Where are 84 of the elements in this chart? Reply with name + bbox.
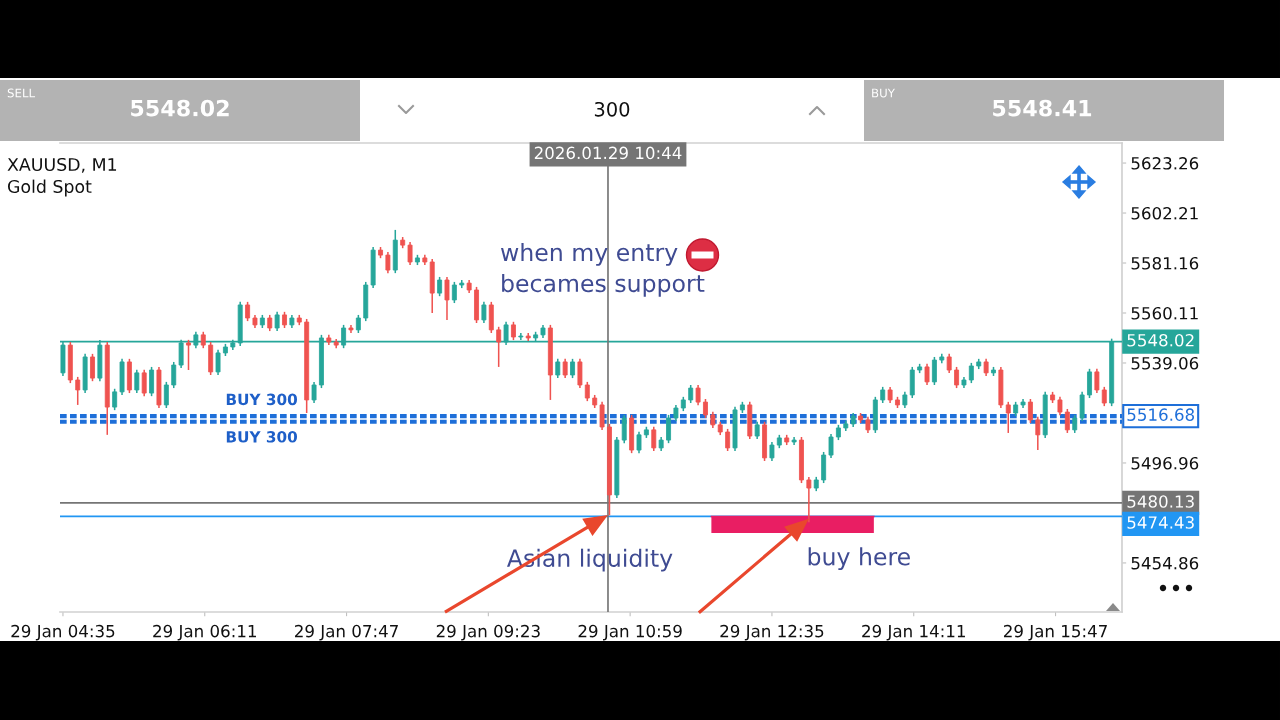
- candlestick: [496, 326, 502, 368]
- candlestick: [481, 301, 487, 324]
- candlestick: [444, 276, 450, 321]
- candlestick: [1072, 414, 1078, 434]
- candlestick: [1101, 386, 1107, 407]
- x-tick-label: 29 Jan 15:47: [1003, 624, 1107, 641]
- candlestick: [149, 366, 155, 397]
- candlestick: [931, 356, 937, 386]
- candlestick: [134, 369, 140, 394]
- x-tick-label: 29 Jan 10:59: [578, 624, 682, 641]
- text: Gold Spot: [7, 179, 92, 197]
- candlestick: [355, 314, 361, 334]
- candlestick: [636, 430, 642, 454]
- ref-line-label: 2026.01.29 10:44: [534, 146, 682, 160]
- x-tick-label: 29 Jan 14:11: [862, 624, 965, 641]
- text: XAUUSD, M1: [7, 157, 117, 173]
- candlestick: [385, 251, 391, 274]
- candlestick: [511, 321, 516, 341]
- candlestick: [806, 476, 812, 524]
- candlestick: [141, 369, 147, 397]
- text: 5548.41: [993, 99, 1092, 117]
- candlestick: [725, 428, 731, 452]
- ref-line-label: 5548.02: [1127, 333, 1194, 347]
- candlestick: [769, 441, 775, 462]
- candlestick: [1057, 396, 1063, 416]
- candlestick: [599, 401, 605, 431]
- ref-line-label: 5474.43: [1127, 516, 1194, 529]
- candlestick: [651, 426, 657, 452]
- candlestick: [1094, 368, 1100, 394]
- candlestick: [163, 381, 169, 409]
- candlestick: [186, 339, 191, 371]
- candlestick: [1087, 368, 1092, 399]
- x-tick-label: 29 Jan 09:23: [436, 624, 540, 641]
- candlestick: [1005, 401, 1011, 434]
- candlestick: [621, 414, 627, 444]
- annotation: BUY 300: [226, 431, 298, 443]
- candlestick: [688, 384, 694, 404]
- y-tick-label: 5560.11: [1131, 306, 1198, 320]
- y-tick-label: 5496.96: [1131, 456, 1199, 470]
- candlestick: [555, 358, 561, 379]
- candlestick: [407, 241, 413, 266]
- y-tick-label: 5602.21: [1131, 206, 1198, 220]
- annotation: buy here: [808, 547, 910, 571]
- text: 300: [594, 101, 630, 117]
- candlestick: [75, 376, 81, 406]
- candlestick: [311, 381, 317, 404]
- annotation: BUY 300: [226, 393, 298, 406]
- text: 5548.02: [131, 99, 229, 117]
- x-tick-label: 29 Jan 06:11: [153, 624, 256, 641]
- candlestick: [968, 362, 974, 384]
- candlestick: [274, 311, 280, 332]
- candlestick: [954, 366, 960, 389]
- candlestick: [90, 353, 95, 382]
- y-tick-label: 5454.86: [1131, 556, 1199, 570]
- x-tick-label: 29 Jan 04:35: [11, 624, 115, 641]
- candlestick: [245, 301, 251, 322]
- candlestick: [924, 363, 930, 386]
- ref-line-label: 5516.68: [1127, 408, 1195, 421]
- candlestick: [946, 353, 952, 374]
- candlestick: [112, 388, 118, 411]
- candlestick: [577, 358, 583, 389]
- y-tick-label: 5581.16: [1131, 256, 1199, 270]
- y-tick-label: 5539.06: [1131, 356, 1199, 370]
- ref-line-label: 5480.13: [1127, 495, 1194, 508]
- candlestick: [570, 358, 575, 379]
- candlestick: [666, 414, 671, 444]
- candlestick: [1079, 391, 1085, 422]
- candlestick: [828, 433, 834, 459]
- candlestick: [171, 361, 177, 389]
- x-tick-label: 29 Jan 12:35: [720, 624, 824, 641]
- x-tick-label: 29 Jan 07:47: [295, 624, 398, 641]
- candlestick: [451, 281, 457, 304]
- y-tick-label: 5623.26: [1131, 157, 1199, 170]
- text: SELL: [7, 88, 36, 98]
- candlestick: [695, 384, 701, 406]
- candlestick: [584, 381, 590, 402]
- candlestick: [437, 276, 443, 297]
- candlestick: [703, 398, 708, 419]
- candlestick: [562, 358, 568, 379]
- candlestick: [1064, 408, 1070, 434]
- candlestick: [1035, 416, 1041, 451]
- text: BUY: [872, 88, 895, 98]
- candlestick: [215, 349, 221, 376]
- candlestick: [1027, 398, 1033, 424]
